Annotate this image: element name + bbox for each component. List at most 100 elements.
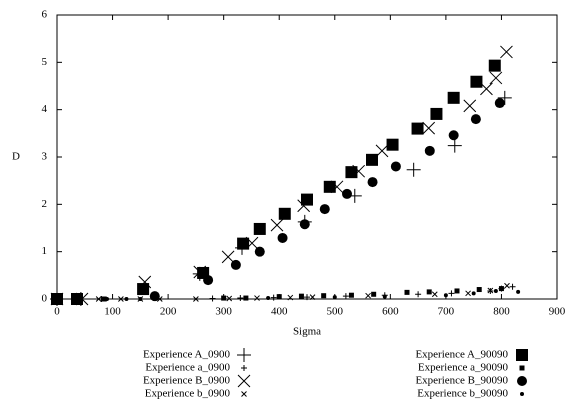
marker: [51, 293, 63, 305]
marker: [447, 91, 460, 104]
x-tick-label: 100: [104, 306, 121, 318]
legend-label: Experience B_90090: [415, 375, 508, 387]
legend-marker: [516, 349, 528, 361]
marker: [226, 295, 233, 302]
marker: [321, 293, 327, 299]
marker: [138, 297, 143, 301]
marker: [500, 45, 513, 59]
marker: [101, 296, 107, 302]
marker: [118, 296, 124, 302]
marker: [465, 290, 471, 297]
marker: [348, 292, 354, 298]
marker: [489, 71, 503, 85]
x-tick-label: 200: [160, 306, 177, 318]
marker: [448, 130, 459, 141]
marker: [424, 145, 435, 156]
x-tick-label: 600: [382, 306, 399, 318]
marker: [447, 138, 462, 153]
marker: [266, 296, 271, 301]
marker: [237, 237, 250, 250]
marker: [270, 294, 277, 301]
marker: [332, 295, 337, 300]
marker: [193, 296, 199, 302]
marker: [309, 294, 316, 300]
marker: [304, 294, 310, 301]
marker: [237, 295, 244, 302]
marker: [270, 218, 284, 232]
marker: [415, 291, 422, 298]
legend-label: Experience b_90090: [417, 388, 508, 400]
legend-label: Experience B_0900: [143, 375, 231, 387]
plot-frame: [56, 14, 558, 300]
marker: [221, 250, 235, 264]
marker: [71, 293, 83, 305]
marker: [443, 293, 448, 298]
marker: [371, 291, 377, 297]
marker: [209, 295, 216, 302]
marker: [278, 207, 291, 220]
marker: [497, 90, 512, 105]
marker: [470, 114, 481, 125]
y-tick-label: 1: [42, 245, 48, 257]
x-tick-label: 900: [549, 306, 566, 318]
x-axis-label: Sigma: [293, 326, 321, 338]
marker: [299, 219, 310, 230]
marker: [498, 286, 504, 292]
marker: [254, 246, 265, 257]
legend-marker: [241, 391, 247, 397]
marker: [342, 188, 352, 199]
marker: [494, 98, 505, 109]
marker: [516, 289, 521, 294]
x-tick-label: 0: [54, 306, 60, 318]
marker: [509, 283, 516, 290]
marker: [411, 122, 424, 135]
marker: [230, 259, 241, 270]
marker: [276, 294, 282, 300]
marker: [386, 138, 399, 151]
legend-label: Experience a_90090: [418, 362, 509, 374]
marker: [137, 283, 150, 296]
y-tick-label: 6: [42, 9, 48, 21]
marker: [243, 295, 249, 301]
marker: [448, 290, 455, 297]
legend-marker: [237, 348, 251, 362]
marker: [323, 180, 336, 193]
x-tick-label: 700: [438, 306, 455, 318]
y-tick-label: 2: [42, 198, 48, 210]
marker: [301, 193, 313, 206]
marker: [488, 59, 501, 72]
marker: [504, 282, 510, 289]
marker: [365, 292, 371, 299]
marker: [124, 297, 129, 301]
marker: [342, 293, 349, 300]
marker: [298, 293, 304, 299]
marker: [476, 287, 482, 293]
marker: [426, 289, 432, 295]
legend-label: Experience A_0900: [143, 349, 231, 361]
marker: [463, 99, 477, 113]
marker: [319, 204, 330, 215]
y-tick-label: 0: [42, 293, 48, 305]
legend-marker: [520, 392, 524, 396]
marker: [367, 177, 378, 188]
marker: [487, 287, 494, 294]
marker: [471, 291, 476, 296]
marker: [470, 75, 483, 88]
marker: [95, 296, 102, 302]
y-tick-label: 3: [42, 151, 48, 163]
x-tick-label: 400: [271, 306, 288, 318]
x-tick-label: 800: [493, 306, 510, 318]
marker: [404, 289, 410, 295]
marker: [277, 232, 288, 243]
marker: [149, 291, 160, 302]
marker: [366, 153, 378, 166]
marker: [253, 222, 266, 235]
legend-label: Experience b_0900: [145, 388, 231, 400]
marker: [431, 291, 438, 298]
marker: [390, 161, 401, 172]
marker: [382, 294, 387, 299]
marker: [345, 166, 358, 179]
marker: [406, 162, 421, 177]
marker: [430, 107, 443, 120]
